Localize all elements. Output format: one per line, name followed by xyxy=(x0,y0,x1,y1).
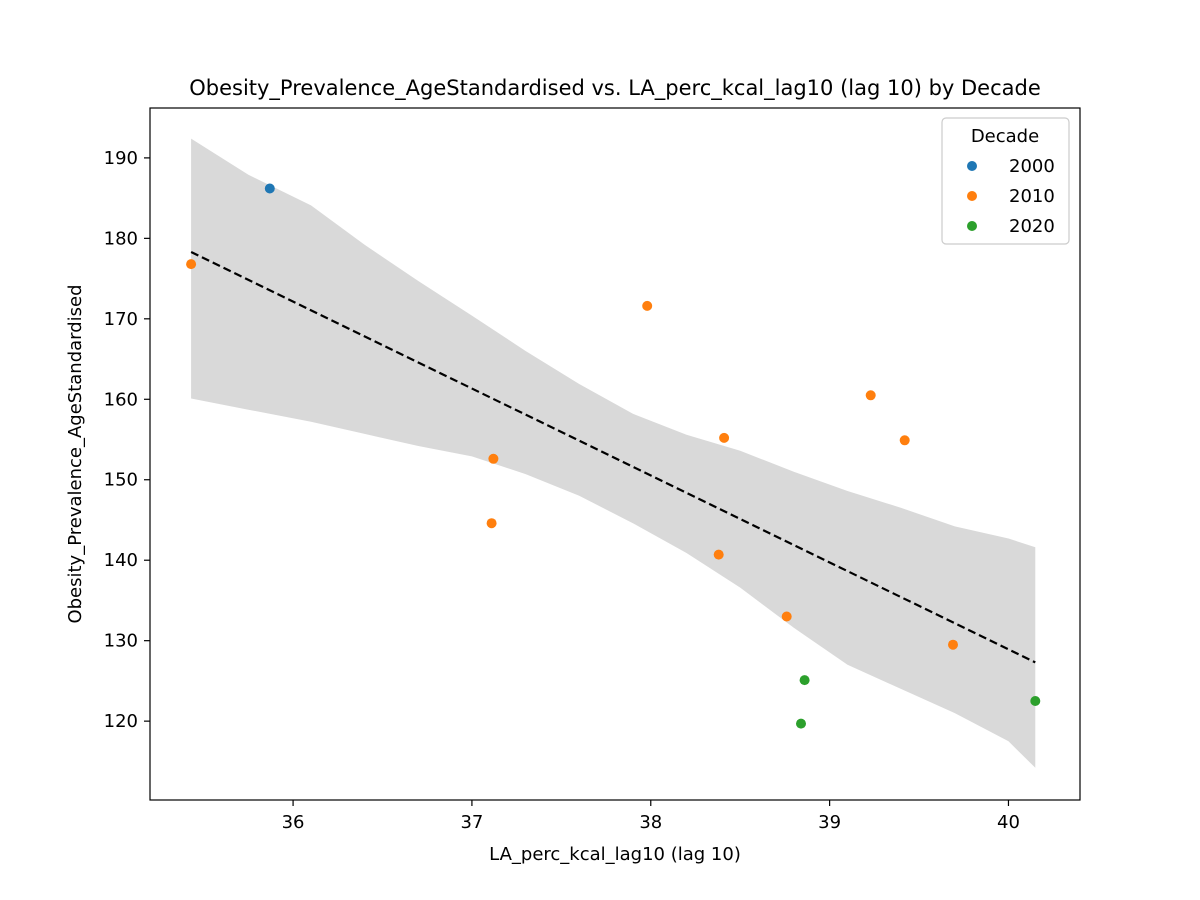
x-tick-label: 40 xyxy=(997,812,1020,833)
y-tick-label: 180 xyxy=(104,228,138,249)
legend-marker-2000 xyxy=(967,161,977,171)
data-point-2010 xyxy=(781,611,792,622)
x-tick-label: 39 xyxy=(818,812,841,833)
legend-title: Decade xyxy=(971,126,1039,147)
x-axis-label: LA_perc_kcal_lag10 (lag 10) xyxy=(489,844,741,865)
y-axis-label: Obesity_Prevalence_AgeStandardised xyxy=(65,284,86,623)
legend-label-2010: 2010 xyxy=(1009,186,1055,207)
y-tick-label: 150 xyxy=(104,470,138,491)
data-point-2010 xyxy=(899,435,910,446)
data-point-2010 xyxy=(186,259,197,270)
legend-marker-2010 xyxy=(967,191,977,201)
confidence-band xyxy=(191,138,1036,768)
regression-line-layer xyxy=(190,251,1036,664)
data-points-layer xyxy=(186,183,1041,729)
x-tick-label: 38 xyxy=(639,812,662,833)
data-point-2020 xyxy=(1030,696,1041,706)
data-point-2010 xyxy=(642,300,653,311)
y-tick-label: 170 xyxy=(104,309,138,330)
data-point-2010 xyxy=(865,390,876,401)
regression-line xyxy=(190,251,1036,664)
y-tick-label: 120 xyxy=(104,711,138,732)
y-tick-label: 130 xyxy=(104,631,138,652)
legend-marker-2020 xyxy=(967,221,977,231)
x-axis-ticks: 36 37 38 39 40 xyxy=(282,800,1020,833)
x-tick-label: 37 xyxy=(460,812,483,833)
data-point-2010 xyxy=(713,549,724,560)
data-point-2010 xyxy=(719,432,730,443)
legend: Decade 2000 2010 2020 xyxy=(941,117,1070,245)
y-tick-label: 160 xyxy=(104,389,138,410)
legend-label-2000: 2000 xyxy=(1009,156,1055,177)
legend-label-2020: 2020 xyxy=(1009,216,1055,237)
data-point-2010 xyxy=(948,639,958,650)
y-axis-ticks: 120 130 140 150 160 170 180 190 xyxy=(104,148,150,732)
legend-box xyxy=(941,117,1070,245)
data-point-2020 xyxy=(799,675,810,686)
data-point-2010 xyxy=(486,518,497,529)
plot-frame xyxy=(149,107,1081,801)
data-point-2000 xyxy=(264,183,275,194)
confidence-band-layer xyxy=(191,138,1036,768)
y-tick-label: 140 xyxy=(104,550,138,571)
chart-title: Obesity_Prevalence_AgeStandardised vs. L… xyxy=(189,76,1041,101)
x-tick-label: 36 xyxy=(282,812,305,833)
data-point-2020 xyxy=(796,718,806,729)
data-point-2010 xyxy=(488,453,499,464)
y-tick-label: 190 xyxy=(104,148,138,169)
